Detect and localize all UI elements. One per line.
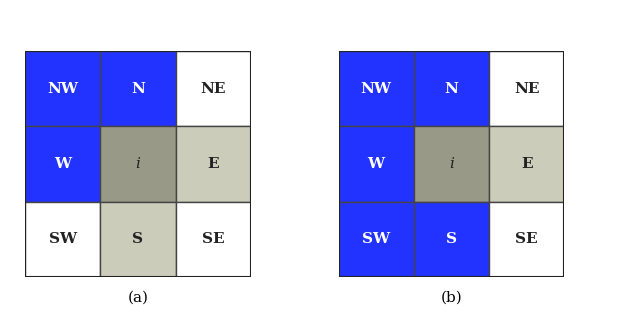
Bar bbox=[414, 126, 489, 202]
Bar bbox=[25, 51, 100, 126]
Text: (a): (a) bbox=[127, 290, 149, 304]
Text: i: i bbox=[449, 157, 454, 171]
Text: N: N bbox=[131, 82, 145, 96]
Text: i: i bbox=[135, 157, 140, 171]
Bar bbox=[489, 126, 564, 202]
Text: SE: SE bbox=[202, 232, 224, 246]
Text: SW: SW bbox=[49, 232, 76, 246]
Bar bbox=[176, 51, 251, 126]
Text: (b): (b) bbox=[441, 290, 462, 304]
Bar bbox=[176, 126, 251, 202]
Bar bbox=[25, 202, 100, 277]
Text: SE: SE bbox=[515, 232, 538, 246]
Bar bbox=[176, 202, 251, 277]
Text: NW: NW bbox=[361, 82, 392, 96]
Bar bbox=[414, 51, 489, 126]
Text: S: S bbox=[132, 232, 144, 246]
Text: NW: NW bbox=[47, 82, 78, 96]
Text: W: W bbox=[54, 157, 71, 171]
Bar bbox=[100, 126, 176, 202]
Text: S: S bbox=[446, 232, 457, 246]
Bar bbox=[414, 202, 489, 277]
Bar bbox=[339, 51, 414, 126]
Bar bbox=[25, 126, 100, 202]
Bar bbox=[489, 202, 564, 277]
Text: N: N bbox=[445, 82, 458, 96]
Text: W: W bbox=[367, 157, 385, 171]
Text: E: E bbox=[521, 157, 532, 171]
Bar bbox=[339, 126, 414, 202]
Text: E: E bbox=[208, 157, 219, 171]
Text: NE: NE bbox=[201, 82, 226, 96]
Bar bbox=[339, 202, 414, 277]
Text: SW: SW bbox=[362, 232, 390, 246]
Text: NE: NE bbox=[514, 82, 539, 96]
Bar bbox=[100, 51, 176, 126]
Bar bbox=[489, 51, 564, 126]
Bar bbox=[100, 202, 176, 277]
